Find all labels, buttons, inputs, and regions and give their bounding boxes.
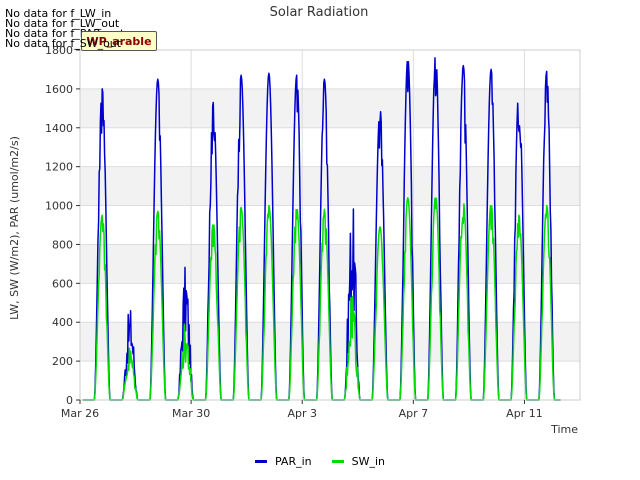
x-tick-label: Apr 7 (399, 407, 429, 420)
y-tick-label: 0 (66, 394, 73, 407)
y-tick-label: 1400 (45, 122, 73, 135)
y-axis-ticks: 0 200 400 600 800 1000 1200 1400 1600 1800 (45, 44, 80, 407)
legend-swatch-par-in (254, 459, 267, 463)
nodata-note-sw-out: No data for f_SW_out (5, 37, 122, 50)
legend-label-par-in: PAR_in (274, 454, 312, 468)
series-line-sw-in (82, 197, 561, 401)
legend-item-sw-in: SW_in (331, 454, 386, 468)
y-tick-label: 600 (52, 277, 73, 290)
nodata-note-lw-out: No data for f_LW_out (5, 17, 120, 30)
nodata-note-lw-in: No data for f_LW_in (5, 7, 112, 20)
x-tick-label: Apr 3 (287, 407, 317, 420)
plot-frame (79, 49, 581, 401)
y-axis-label: LW, SW (W/m2), PAR (umol/m2/s) (8, 136, 21, 320)
series-lines (82, 57, 561, 401)
x-tick-label: Apr 11 (506, 407, 543, 420)
nodata-note-par-out: No data for f_PAR_out (5, 27, 125, 40)
y-tick-label: 1600 (45, 83, 73, 96)
x-axis-label: Time (550, 423, 578, 436)
series-line-par-in (82, 57, 561, 401)
grid-band (80, 166, 580, 206)
chart-title: Solar Radiation (270, 5, 369, 20)
grid-band (80, 88, 580, 128)
chart-legend: PAR_in SW_in (0, 452, 640, 470)
site-badge: WP_arable (81, 31, 157, 51)
legend-item-par-in: PAR_in (254, 454, 312, 468)
x-tick-label: Mar 26 (61, 407, 99, 420)
x-tick-label: Mar 30 (172, 407, 210, 420)
y-tick-label: 1800 (45, 44, 73, 57)
x-axis-ticks: Mar 26 Mar 30 Apr 3 Apr 7 Apr 11 (61, 400, 543, 420)
y-tick-label: 800 (52, 238, 73, 251)
y-tick-label: 1200 (45, 161, 73, 174)
legend-label-sw-in: SW_in (351, 454, 386, 468)
y-tick-label: 1000 (45, 200, 73, 213)
y-tick-label: 400 (52, 316, 73, 329)
y-tick-label: 200 (52, 355, 73, 368)
legend-swatch-sw-in (331, 459, 344, 463)
